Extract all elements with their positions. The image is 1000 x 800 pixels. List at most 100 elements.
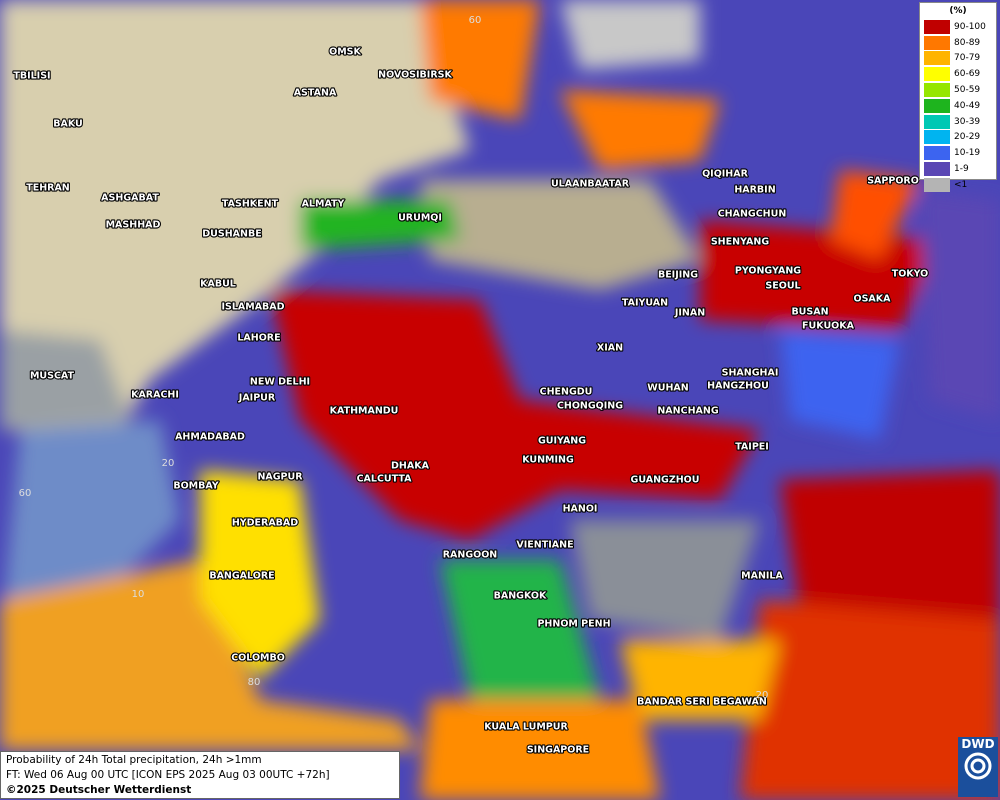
city-label: KATHMANDU	[330, 406, 399, 417]
graticule-label: 10	[132, 589, 145, 600]
city-label: DUSHANBE	[202, 229, 261, 240]
city-label: GUANGZHOU	[631, 475, 700, 486]
city-label: BEIJING	[658, 270, 698, 281]
legend-entry: 50-59	[920, 82, 996, 98]
city-label: TASHKENT	[222, 199, 279, 210]
city-label: LAHORE	[237, 333, 280, 344]
city-label: BOMBAY	[173, 481, 218, 492]
legend-entry: 30-39	[920, 114, 996, 130]
legend-label: 90-100	[954, 21, 986, 32]
city-label: QIQIHAR	[702, 169, 749, 180]
legend-swatch	[924, 114, 950, 129]
city-label: GUIYANG	[538, 436, 586, 447]
legend-swatch	[924, 177, 950, 192]
city-label: BANGKOK	[494, 591, 547, 602]
logo: DWD	[958, 737, 998, 797]
legend-entry: 60-69	[920, 66, 996, 82]
city-label: TAIPEI	[735, 442, 769, 453]
city-label: KUALA LUMPUR	[484, 722, 568, 733]
city-label: HYDERABAD	[232, 518, 298, 529]
city-label: RANGOON	[443, 550, 498, 561]
city-label: TAIYUAN	[622, 298, 668, 309]
legend-label: 80-89	[954, 37, 981, 48]
city-label: BUSAN	[791, 307, 828, 318]
graticule-label: 80	[248, 677, 261, 688]
legend-swatch	[924, 130, 950, 145]
city-label: FUKUOKA	[802, 321, 855, 332]
legend-swatch	[924, 98, 950, 113]
logo-icon	[964, 752, 992, 780]
city-label: ISLAMABAD	[221, 302, 284, 313]
city-label: ALMATY	[302, 199, 345, 210]
city-labels: TBILISI OMSK NOVOSIBIRSK ASTANA BAKU TEHRAN AS…	[12, 45, 929, 756]
city-label: COLOMBO	[231, 653, 285, 664]
legend-swatch	[924, 67, 950, 82]
legend-swatch	[924, 19, 950, 34]
footer: Probability of 24h Total precipitation, …	[0, 751, 400, 799]
legend-entry: 1-9	[920, 161, 996, 177]
city-label: MASHHAD	[106, 220, 161, 231]
city-label: CHANGCHUN	[718, 209, 787, 220]
legend-swatch	[924, 146, 950, 161]
graticule-label: 60	[469, 15, 482, 26]
city-label: SEOUL	[765, 281, 800, 292]
legend: (%) 90-100 80-89 70-79 60-69 50-59 40-49 30-39…	[919, 2, 997, 192]
legend-swatch	[924, 35, 950, 50]
legend-label: 1-9	[954, 164, 969, 175]
city-label: WUHAN	[647, 383, 688, 394]
footer-copyright: ©2025 Deutscher Wetterdienst	[6, 784, 192, 796]
graticule-label: 20	[756, 690, 769, 701]
city-label: PHNOM PENH	[537, 619, 610, 630]
city-label: CHONGQING	[557, 401, 623, 412]
city-label: ULAANBAATAR	[551, 179, 630, 190]
legend-label: <1	[954, 179, 968, 190]
city-label: XIAN	[597, 343, 623, 354]
city-label: BAKU	[53, 119, 83, 130]
legend-label: 70-79	[954, 53, 981, 64]
legend-entry: <1	[920, 177, 996, 193]
city-label: CALCUTTA	[357, 474, 413, 485]
city-label: NEW DELHI	[250, 377, 310, 388]
logo-text: DWD	[961, 737, 995, 751]
legend-entry: 40-49	[920, 98, 996, 114]
legend-label: 20-29	[954, 132, 981, 143]
city-label: KARACHI	[131, 390, 179, 401]
city-label: HANGZHOU	[707, 381, 769, 392]
city-label: NAGPUR	[257, 472, 303, 483]
city-label: SINGAPORE	[527, 745, 589, 756]
city-label: KABUL	[200, 279, 236, 290]
legend-label: 40-49	[954, 100, 981, 111]
legend-rows: 90-100 80-89 70-79 60-69 50-59 40-49 30-39 20-2…	[920, 19, 996, 193]
city-label: DHAKA	[391, 461, 430, 472]
city-label: TBILISI	[13, 71, 50, 82]
city-label: HANOI	[563, 504, 598, 515]
city-label: SAPPORO	[867, 176, 919, 187]
city-label: KUNMING	[522, 455, 574, 466]
city-label: VIENTIANE	[516, 540, 573, 551]
city-label: CHENGDU	[540, 387, 593, 398]
legend-swatch	[924, 83, 950, 98]
legend-title: (%)	[949, 6, 967, 16]
graticule-label: 60	[19, 488, 32, 499]
city-label: BANGALORE	[209, 571, 274, 582]
legend-entry: 20-29	[920, 130, 996, 146]
footer-forecast-time: FT: Wed 06 Aug 00 UTC [ICON EPS 2025 Aug…	[6, 769, 330, 781]
legend-entry: 10-19	[920, 145, 996, 161]
legend-entry: 90-100	[920, 19, 996, 35]
legend-label: 60-69	[954, 69, 981, 80]
city-label: ASTANA	[294, 88, 337, 99]
city-label: NOVOSIBIRSK	[378, 70, 452, 81]
city-label: JINAN	[674, 308, 705, 319]
footer-title: Probability of 24h Total precipitation, …	[6, 754, 262, 766]
graticule-label: 20	[162, 458, 175, 469]
city-label: MANILA	[741, 571, 783, 582]
city-label: BANDAR SERI BEGAWAN	[637, 697, 767, 708]
city-label: OMSK	[329, 47, 361, 58]
city-label: URUMQI	[398, 213, 442, 224]
city-label: OSAKA	[854, 294, 892, 305]
city-label: NANCHANG	[657, 406, 718, 417]
city-label: JAIPUR	[238, 393, 276, 404]
legend-entry: 70-79	[920, 51, 996, 67]
